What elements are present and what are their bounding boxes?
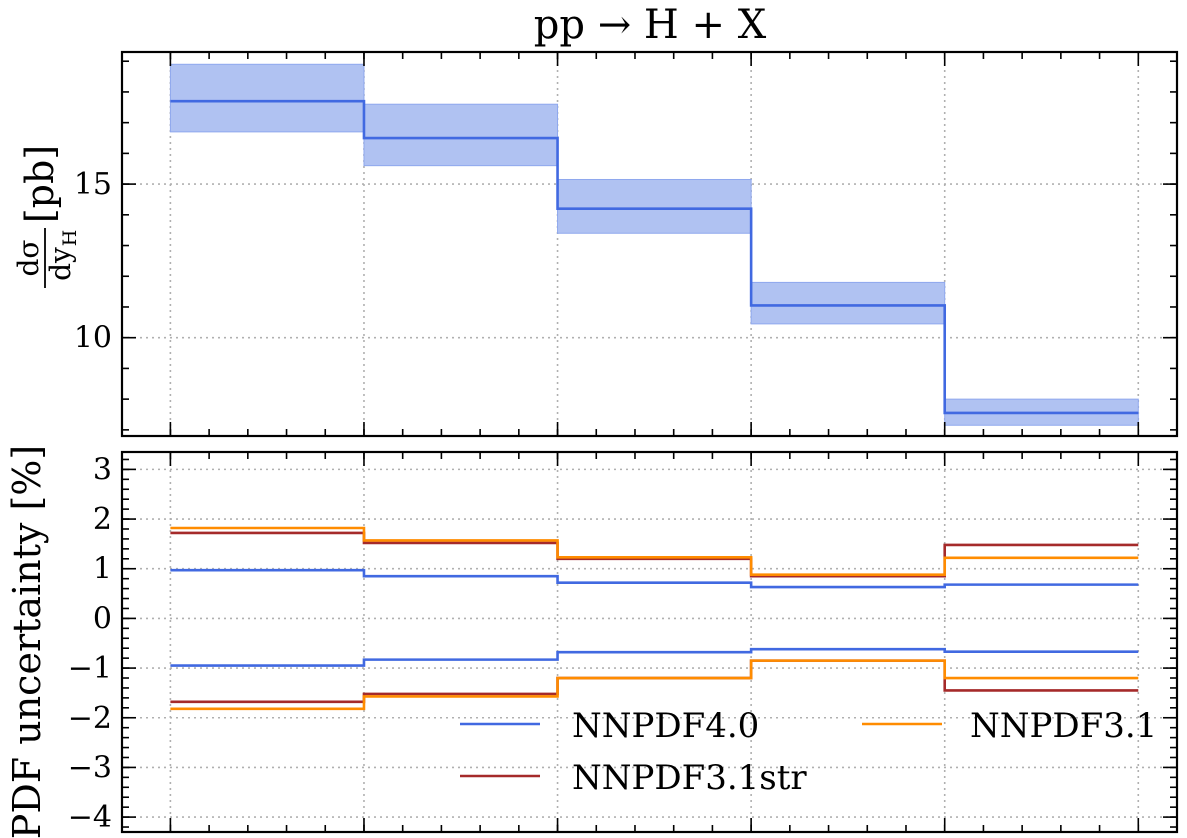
top-ytick-labels: 10 15 xyxy=(74,167,112,356)
uncertainty-band-bin xyxy=(363,103,559,167)
uncertainty-band-bin xyxy=(169,63,365,133)
series-nnpdf31-upper xyxy=(170,526,1139,576)
top-panel-cross-section: 10 15 xyxy=(74,50,1179,438)
top-ylabel-subscript: H xyxy=(59,230,81,247)
top-ylabel-numerator: dσ xyxy=(12,239,45,276)
y-tick-label: −4 xyxy=(68,800,112,835)
legend-entry-nnpdf40: NNPDF4.0 xyxy=(460,706,759,746)
bottom-ticks xyxy=(122,452,1177,832)
y-tick-label: 3 xyxy=(93,452,112,487)
top-ticks xyxy=(122,52,1177,436)
top-uncertainty-band xyxy=(169,63,1139,426)
series-nnpdf40-lower xyxy=(170,647,1139,667)
y-tick-label: −1 xyxy=(68,651,112,686)
bottom-ylabel: PDF uncertainty [%] xyxy=(5,445,49,838)
bottom-series-lines xyxy=(170,526,1139,711)
legend-label-nnpdf40: NNPDF4.0 xyxy=(572,706,759,746)
bottom-ytick-labels: −4 −3 −2 −1 0 1 2 3 xyxy=(68,452,112,835)
legend-entry-nnpdf31str: NNPDF3.1str xyxy=(460,758,807,798)
top-ylabel-denominator: dy xyxy=(44,247,77,281)
top-ylabel: dσ dy H [pb] xyxy=(12,145,81,288)
y-tick-label: 2 xyxy=(93,502,112,537)
legend-entry-nnpdf31: NNPDF3.1 xyxy=(862,706,1157,746)
legend: NNPDF4.0 NNPDF3.1 NNPDF3.1str xyxy=(460,706,1157,798)
bottom-frame xyxy=(120,450,1179,834)
y-tick-label: −3 xyxy=(68,750,112,785)
uncertainty-band-bin xyxy=(750,281,946,325)
uncertainty-band-bin xyxy=(557,178,752,234)
y-tick-label: 0 xyxy=(93,601,112,636)
y-tick-label: −2 xyxy=(68,701,112,736)
y-tick-label: 1 xyxy=(93,552,112,587)
chart-title: pp → H + X xyxy=(534,2,767,48)
top-ylabel-unit: [pb] xyxy=(18,145,62,223)
legend-label-nnpdf31: NNPDF3.1 xyxy=(970,706,1157,746)
legend-label-nnpdf31str: NNPDF3.1str xyxy=(572,758,807,798)
top-series-lines xyxy=(170,99,1139,415)
y-tick-label: 15 xyxy=(74,167,112,202)
bottom-panel-pdf-uncertainty: −4 −3 −2 −1 0 1 2 3 PDF uncertainty [%] xyxy=(5,445,1179,838)
series-nnpdf31-lower xyxy=(170,659,1139,711)
bottom-grid xyxy=(122,452,1177,832)
top-frame xyxy=(120,50,1179,438)
y-tick-label: 10 xyxy=(74,321,112,356)
central-value-line xyxy=(170,99,1139,415)
series-nnpdf40-upper xyxy=(170,568,1139,589)
